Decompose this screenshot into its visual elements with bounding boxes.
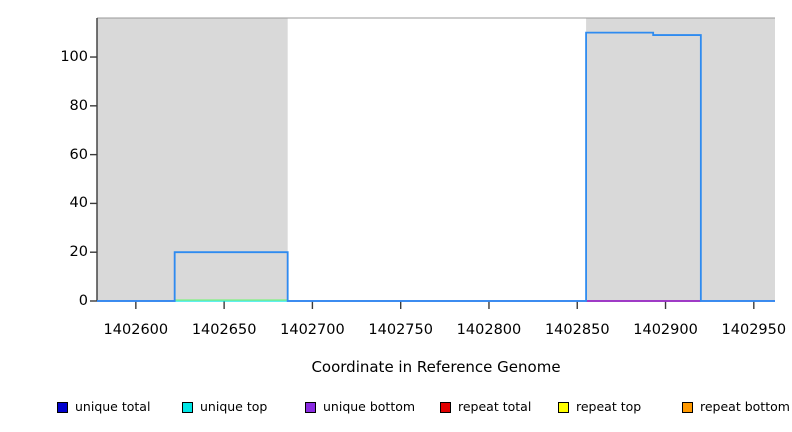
x-axis-label: Coordinate in Reference Genome [311,358,561,376]
x-tick-label-6: 1402900 [633,322,698,338]
y-tick-label-3: 60 [69,146,88,163]
legend-item-unique-total[interactable]: unique total [57,398,150,416]
legend-label: unique top [200,399,268,414]
legend-label: unique bottom [323,399,416,414]
legend-item-repeat-top[interactable]: repeat top [558,398,641,416]
x-tick-label-0: 1402600 [103,322,169,338]
legend-label: unique total [75,399,151,414]
legend-swatch-icon [682,401,693,413]
legend-swatch-icon [182,401,193,413]
y-tick-label-4: 80 [69,97,88,114]
legend-item-unique-bottom[interactable]: unique bottom [305,398,415,416]
x-tick-label-7: 1402950 [721,322,787,338]
legend-label: repeat top [576,399,642,414]
x-tick-label-5: 1402850 [544,322,610,338]
chart-legend: unique total unique top unique bottom repea… [0,398,792,418]
legend-item-unique-top[interactable]: unique top [182,398,267,416]
y-tick-label-0: 0 [78,293,88,309]
legend-label: repeat total [458,399,532,414]
shaded-region-0 [97,18,288,301]
legend-item-repeat-bottom[interactable]: repeat bottom [682,398,790,416]
x-tick-label-2: 1402700 [280,322,345,338]
x-tick-label-1: 1402650 [191,322,257,338]
shaded-region-1 [586,18,775,301]
x-tick-label-3: 1402750 [368,322,433,338]
legend-label: repeat bottom [700,399,790,414]
legend-swatch-icon [305,401,316,413]
legend-swatch-icon [440,401,451,413]
legend-swatch-icon [57,401,68,413]
legend-item-repeat-total[interactable]: repeat total [440,398,531,416]
y-tick-label-1: 20 [69,244,88,261]
series-unique-total [97,31,775,302]
y-tick-label-2: 40 [69,195,88,212]
legend-swatch-icon [558,401,569,413]
y-tick-label-5: 100 [60,49,88,66]
x-tick-label-4: 1402800 [456,322,522,338]
